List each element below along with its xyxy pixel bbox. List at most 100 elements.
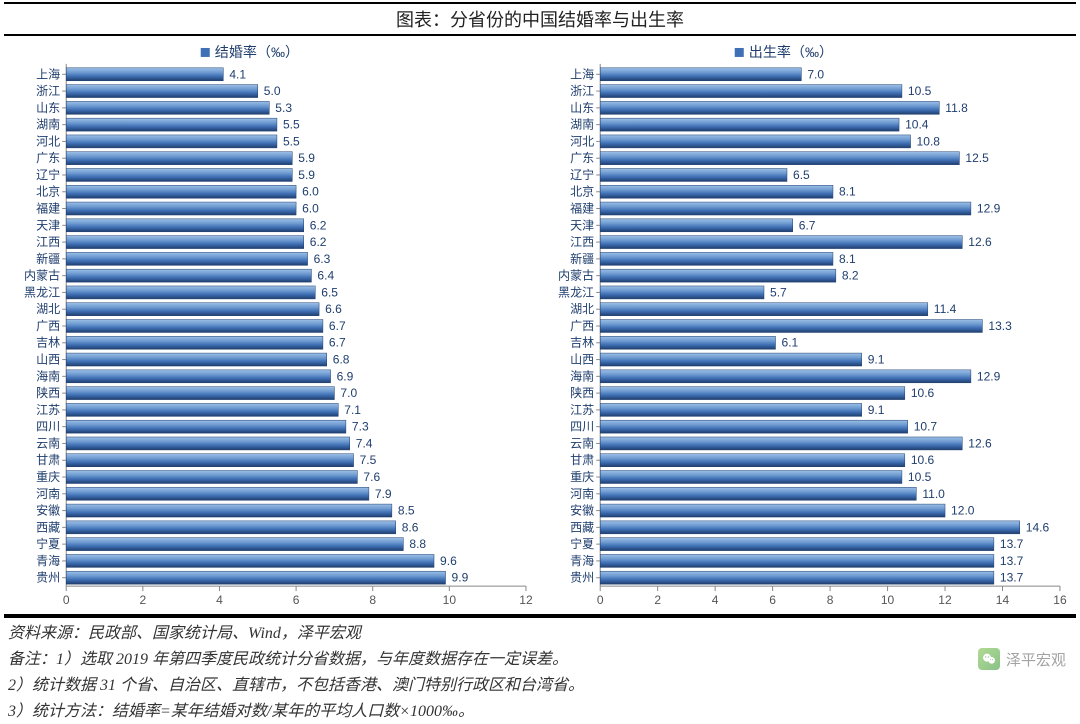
svg-text:4: 4 [712,593,719,607]
svg-text:10.5: 10.5 [908,470,932,484]
svg-text:出生率（‰）: 出生率（‰） [749,44,833,60]
svg-text:北京: 北京 [570,185,594,199]
svg-text:0: 0 [63,593,70,607]
svg-text:7.1: 7.1 [344,403,361,417]
svg-text:6.4: 6.4 [317,269,334,283]
svg-text:8.8: 8.8 [409,537,426,551]
svg-text:2: 2 [654,593,661,607]
svg-text:7.6: 7.6 [363,470,380,484]
svg-text:江西: 江西 [570,235,594,249]
svg-text:6.7: 6.7 [329,319,346,333]
svg-text:6.2: 6.2 [310,218,327,232]
svg-text:6.0: 6.0 [302,202,319,216]
svg-text:5.3: 5.3 [275,101,292,115]
svg-text:福建: 福建 [570,201,594,216]
birth-rate-svg: 出生率（‰）0246810121416上海7.0浙江10.5山东11.8湖南10… [544,40,1070,610]
svg-text:4: 4 [216,593,223,607]
svg-text:云南: 云南 [570,435,594,450]
svg-text:6.5: 6.5 [321,285,338,299]
svg-text:黑龙江: 黑龙江 [24,285,60,299]
svg-text:5.9: 5.9 [298,168,315,182]
svg-text:10.4: 10.4 [905,118,929,132]
svg-text:6: 6 [769,593,776,607]
birth-rate-chart: 出生率（‰）0246810121416上海7.0浙江10.5山东11.8湖南10… [544,40,1070,610]
svg-text:广西: 广西 [570,319,594,333]
svg-text:陕西: 陕西 [36,385,60,400]
svg-text:10.6: 10.6 [911,453,935,467]
svg-text:云南: 云南 [36,435,60,450]
svg-text:8.1: 8.1 [839,252,856,266]
svg-text:广西: 广西 [36,319,60,333]
svg-text:10.5: 10.5 [908,84,932,98]
svg-text:宁夏: 宁夏 [36,536,60,551]
note-line-1: 备注：1）选取 2019 年第四季度民政统计分省数据，与年度数据存在一定误差。 [8,648,1072,672]
svg-text:12: 12 [938,593,952,607]
marriage-rate-svg: 结婚率（‰）024681012上海4.1浙江5.0山东5.3湖南5.5河北5.5… [10,40,536,610]
svg-text:6.8: 6.8 [333,353,350,367]
svg-text:12.6: 12.6 [968,235,992,249]
svg-text:贵州: 贵州 [36,571,60,585]
svg-text:12.9: 12.9 [977,202,1001,216]
svg-text:13.7: 13.7 [1000,537,1024,551]
svg-text:9.9: 9.9 [452,571,469,585]
svg-text:天津: 天津 [570,218,594,232]
svg-text:结婚率（‰）: 结婚率（‰） [215,44,299,60]
svg-text:甘肃: 甘肃 [570,453,594,467]
svg-text:湖北: 湖北 [570,301,594,316]
svg-text:8: 8 [369,593,376,607]
svg-text:西藏: 西藏 [570,520,594,534]
svg-text:吉林: 吉林 [570,336,594,350]
svg-text:10: 10 [443,593,457,607]
note-line-3: 3）统计方法：结婚率=某年结婚对数/某年的平均人口数×1000‰。 [8,700,1072,724]
svg-text:海南: 海南 [36,368,60,383]
svg-text:青海: 青海 [570,553,594,568]
svg-text:16: 16 [1053,593,1067,607]
svg-text:四川: 四川 [570,420,594,434]
svg-text:8.2: 8.2 [842,269,859,283]
wechat-icon [978,648,1000,670]
svg-text:13.7: 13.7 [1000,571,1024,585]
svg-text:6.9: 6.9 [337,369,354,383]
svg-text:6.7: 6.7 [799,218,816,232]
svg-text:重庆: 重庆 [570,470,594,484]
svg-text:甘肃: 甘肃 [36,453,60,467]
svg-text:10.8: 10.8 [917,134,941,148]
svg-text:13.3: 13.3 [988,319,1012,333]
svg-text:天津: 天津 [36,218,60,232]
svg-text:10: 10 [881,593,895,607]
svg-text:12.9: 12.9 [977,369,1001,383]
svg-text:黑龙江: 黑龙江 [558,285,594,299]
svg-text:浙江: 浙江 [36,84,60,98]
svg-text:12.0: 12.0 [951,504,975,518]
svg-text:辽宁: 辽宁 [570,167,594,182]
svg-text:6.0: 6.0 [302,185,319,199]
svg-text:14.6: 14.6 [1026,520,1050,534]
footer-notes: 资料来源：民政部、国家统计局、Wind，泽平宏观 备注：1）选取 2019 年第… [0,618,1080,724]
svg-text:贵州: 贵州 [570,571,594,585]
svg-text:福建: 福建 [36,201,60,216]
svg-text:广东: 广东 [36,151,60,165]
svg-text:辽宁: 辽宁 [36,167,60,182]
svg-text:5.7: 5.7 [770,285,787,299]
svg-text:江苏: 江苏 [36,403,60,417]
svg-text:6.7: 6.7 [329,336,346,350]
svg-text:山西: 山西 [570,353,594,367]
svg-text:江苏: 江苏 [570,403,594,417]
svg-text:14: 14 [996,593,1010,607]
watermark: 泽平宏观 [978,648,1066,670]
svg-text:广东: 广东 [570,151,594,165]
svg-text:6.5: 6.5 [793,168,810,182]
svg-text:浙江: 浙江 [570,84,594,98]
svg-text:西藏: 西藏 [36,520,60,534]
svg-text:湖北: 湖北 [36,301,60,316]
svg-text:7.0: 7.0 [340,386,357,400]
source-line: 资料来源：民政部、国家统计局、Wind，泽平宏观 [8,622,1072,646]
svg-text:河北: 河北 [36,134,60,148]
svg-text:湖南: 湖南 [570,117,594,132]
charts-row: 结婚率（‰）024681012上海4.1浙江5.0山东5.3湖南5.5河北5.5… [4,36,1076,616]
svg-text:11.8: 11.8 [945,101,968,115]
svg-text:7.9: 7.9 [375,487,392,501]
marriage-rate-chart: 结婚率（‰）024681012上海4.1浙江5.0山东5.3湖南5.5河北5.5… [10,40,536,610]
svg-text:10.7: 10.7 [914,420,938,434]
svg-text:6.6: 6.6 [325,302,342,316]
